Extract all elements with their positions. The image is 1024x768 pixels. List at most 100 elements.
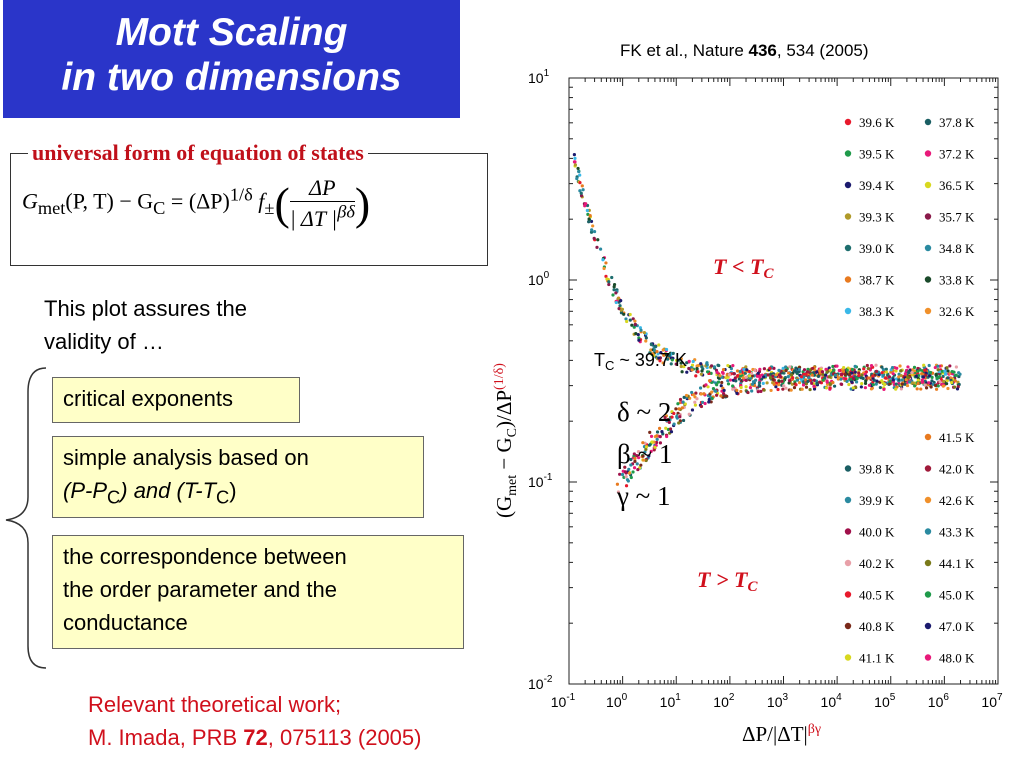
data-point [641,441,645,445]
data-point [677,407,681,411]
data-point [914,374,918,378]
data-point [816,374,821,379]
legend-marker [924,244,932,252]
data-point [850,367,855,372]
data-point [694,391,698,395]
data-point [735,369,740,373]
x-tick-label: 106 [928,692,950,710]
data-point [711,387,716,391]
data-point [891,372,895,376]
legend-marker [924,496,932,504]
data-point [951,370,955,374]
data-point [756,371,760,375]
eq-paren-close: ) [354,178,371,230]
data-point [707,379,712,383]
data-point [637,338,641,342]
intro-line1: This plot assures the [44,296,247,321]
data-point [583,204,587,208]
data-point [933,365,937,370]
x-tick-label: 103 [767,692,789,710]
data-point [658,359,662,363]
data-point [799,375,804,379]
eq-args: (P, T) − G [65,188,154,214]
data-point [824,386,829,390]
data-point [847,382,851,387]
data-point [860,373,864,377]
data-point [624,474,628,479]
data-point [757,381,762,385]
data-point [774,385,778,389]
box-simple-analysis: simple analysis based on (P-PC) and (T-T… [52,436,424,518]
data-point [661,348,665,352]
data-point [719,394,723,398]
data-point [631,470,635,474]
data-point [928,374,932,378]
data-point [651,352,655,356]
data-point [678,397,683,402]
data-point [669,362,673,366]
data-point [744,375,748,379]
data-point [808,387,812,392]
data-point [941,374,945,379]
legend-marker [844,559,852,567]
legend-marker [924,654,932,661]
data-point [812,384,816,388]
eq-den-exp: βδ [337,202,355,222]
data-point [781,387,785,391]
data-point [933,383,938,387]
data-point [825,380,829,384]
legend-label: 40.2 K [859,556,895,571]
data-point [627,467,631,471]
legend-marker [924,559,932,567]
data-point [784,368,788,373]
data-point [855,377,859,381]
data-point [953,379,957,383]
data-point [592,236,596,240]
data-point [624,317,628,321]
data-point [644,458,648,463]
data-point [867,383,872,387]
data-point [633,459,637,464]
eq-paren-open: ( [274,178,290,230]
data-point [709,364,714,368]
legend-marker [844,213,852,220]
data-point [954,373,958,377]
data-point [704,383,708,387]
data-point [747,369,751,374]
data-point [851,376,856,381]
legend-label: 39.4 K [859,178,895,193]
data-point [663,415,667,420]
slide-title-line1: Mott Scaling [115,11,348,54]
legend-label: 35.7 K [939,210,975,225]
data-point [572,160,577,164]
data-point [680,406,684,410]
data-point [672,411,676,416]
data-point [680,370,684,374]
data-point [694,374,698,378]
data-point [841,369,846,374]
relevant-work: Relevant theoretical work; M. Imada, PRB… [88,688,421,754]
data-point [720,380,724,385]
data-point [777,368,781,372]
data-point [758,375,762,379]
data-point [701,400,705,404]
data-point [647,454,651,458]
data-point [924,386,929,390]
data-point [579,194,584,198]
data-point [921,375,926,379]
data-point [954,365,958,369]
data-point [801,383,806,387]
data-point [721,368,726,372]
data-point [880,365,884,369]
data-point [605,277,609,281]
legend-marker [924,181,932,189]
box-correspondence: the correspondence between the order par… [52,535,464,649]
legend-marker [844,276,852,283]
data-point [863,381,868,385]
data-point [905,383,910,388]
data-point [590,228,594,232]
legend-label: 34.8 K [939,241,975,256]
citation-volume: 436 [748,41,777,60]
tc-value: TC ~ 39.7 K [594,350,687,373]
data-point [635,454,639,458]
